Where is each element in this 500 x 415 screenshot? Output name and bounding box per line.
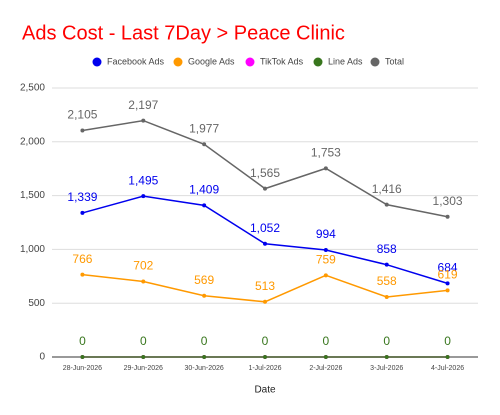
data-point <box>384 202 389 207</box>
data-point <box>80 128 85 133</box>
data-point <box>323 166 328 171</box>
data-label: 2,105 <box>67 108 97 122</box>
data-point <box>445 355 450 359</box>
data-label: 1,052 <box>250 221 280 235</box>
data-label: 1,339 <box>67 190 97 204</box>
data-point <box>445 281 450 286</box>
data-label: 702 <box>133 259 153 273</box>
y-tick-label: 0 <box>39 352 45 363</box>
data-label: 0 <box>201 334 208 348</box>
x-tick-label: 1-Jul-2026 <box>248 365 281 372</box>
data-label: 1,565 <box>250 166 280 180</box>
chart-title: Ads Cost - Last 7Day > Peace Clinic <box>22 22 345 44</box>
data-point <box>202 355 207 359</box>
data-point <box>445 288 450 293</box>
data-point <box>141 194 146 199</box>
y-tick-label: 2,500 <box>20 83 45 94</box>
data-label: 1,409 <box>189 183 219 197</box>
data-point <box>384 355 389 359</box>
data-point <box>323 273 328 278</box>
x-tick-label: 2-Jul-2026 <box>309 365 342 372</box>
data-point <box>384 294 389 299</box>
legend-marker <box>370 57 380 67</box>
data-point <box>263 355 267 359</box>
data-label: 619 <box>438 268 458 282</box>
x-tick-label: 28-Jun-2026 <box>63 365 102 372</box>
data-label: 858 <box>377 242 397 256</box>
legend-marker <box>245 57 255 67</box>
data-label: 684 <box>438 261 458 275</box>
data-point <box>445 214 450 219</box>
legend-label: Facebook Ads <box>107 56 165 66</box>
legend-marker <box>173 57 183 67</box>
data-point <box>323 248 328 253</box>
data-label: 558 <box>377 274 397 288</box>
x-axis-title: Date <box>254 385 276 396</box>
data-label: 0 <box>383 334 390 348</box>
data-label: 766 <box>72 252 92 266</box>
data-point <box>80 355 85 359</box>
y-tick-label: 2,000 <box>20 136 45 147</box>
data-label: 1,753 <box>311 146 341 160</box>
data-label: 0 <box>323 334 330 348</box>
x-tick-label: 29-Jun-2026 <box>124 365 163 372</box>
x-tick-label: 4-Jul-2026 <box>431 365 464 372</box>
data-label: 2,197 <box>128 98 158 112</box>
data-point <box>263 241 267 246</box>
data-label: 0 <box>140 334 147 348</box>
legend-label: Line Ads <box>328 56 363 66</box>
data-label: 759 <box>316 253 336 267</box>
data-point <box>141 118 146 123</box>
y-tick-label: 1,000 <box>20 244 45 255</box>
data-label: 0 <box>262 334 269 348</box>
legend-marker <box>313 57 323 67</box>
x-tick-label: 3-Jul-2026 <box>370 365 403 372</box>
data-point <box>384 262 389 267</box>
data-label: 0 <box>79 334 86 348</box>
legend-label: TikTok Ads <box>260 56 304 66</box>
data-point <box>263 186 267 191</box>
data-point <box>202 142 207 147</box>
data-point <box>80 272 85 277</box>
legend-label: Total <box>385 56 404 66</box>
y-tick-label: 1,500 <box>20 190 45 201</box>
legend-marker <box>92 57 102 67</box>
data-label: 569 <box>194 273 214 287</box>
data-point <box>323 355 328 359</box>
data-point <box>80 210 85 215</box>
legend-label: Google Ads <box>188 56 235 66</box>
y-tick-label: 500 <box>28 298 45 309</box>
data-label: 994 <box>316 227 336 241</box>
data-point <box>141 355 146 359</box>
data-label: 513 <box>255 279 275 293</box>
data-label: 1,303 <box>433 194 463 208</box>
data-point <box>202 203 207 208</box>
x-tick-label: 30-Jun-2026 <box>184 365 223 372</box>
data-label: 1,495 <box>128 173 158 187</box>
data-label: 0 <box>444 334 451 348</box>
data-point <box>141 279 146 284</box>
data-point <box>202 293 207 298</box>
data-point <box>263 299 267 304</box>
data-label: 1,977 <box>189 121 219 135</box>
data-label: 1,416 <box>372 182 402 196</box>
